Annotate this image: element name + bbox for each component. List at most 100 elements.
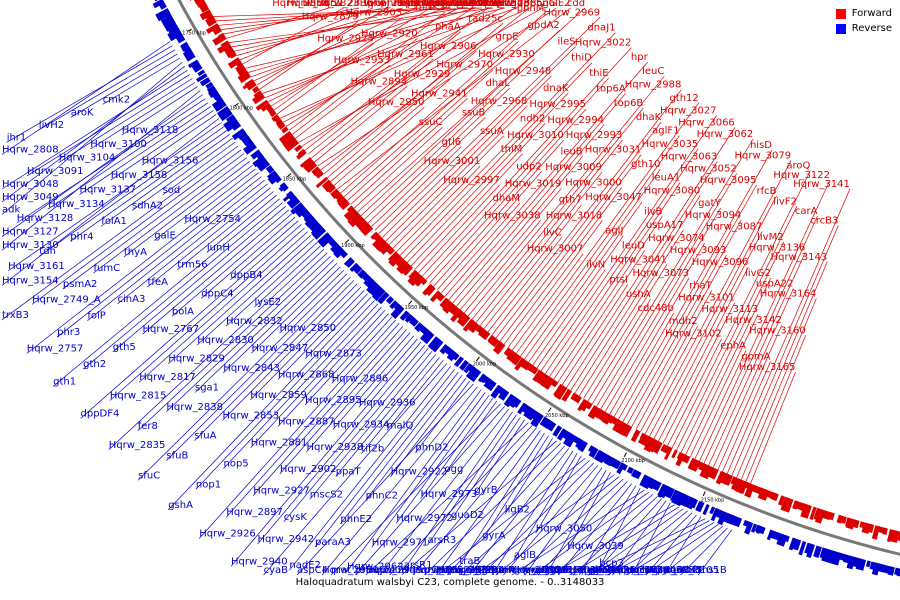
gene-label: phnJ: [368, 0, 390, 9]
gene-mark: [514, 357, 526, 371]
gene-mark: [561, 388, 572, 402]
gene-label: Hqrw_2920: [361, 28, 418, 39]
gene-label: Hqrw_2942: [258, 534, 315, 545]
leader-line: [346, 69, 494, 202]
gene-mark: [531, 411, 541, 421]
gene-mark: [321, 179, 335, 193]
leader-line: [228, 7, 494, 43]
gene-mark: [543, 376, 553, 387]
leader-line: [598, 487, 641, 569]
gene-mark: [626, 466, 634, 475]
gene-mark: [155, 8, 171, 22]
leader-line: [1, 145, 239, 321]
leader-line: [640, 325, 698, 432]
leader-line: [622, 184, 757, 423]
gene-mark: [699, 463, 713, 480]
gene-mark: [695, 500, 705, 513]
leader-line: [110, 110, 214, 181]
gene-mark: [314, 169, 324, 179]
gene-label: ssuC: [419, 117, 443, 128]
leader-line: [467, 75, 665, 317]
gene-mark: [577, 440, 588, 453]
gene-label: Hqrw_2968: [471, 96, 528, 107]
gene-label: Hqrw_3164: [760, 289, 817, 300]
gene-label: Hqrw_3050: [536, 523, 593, 534]
gene-mark: [664, 446, 673, 460]
gene-label: ndh2: [520, 113, 545, 124]
gene-label: Hqrw_2905: [460, 0, 517, 9]
gene-mark: [278, 183, 288, 192]
gene-label: ssuA: [480, 126, 504, 137]
gene-mark: [197, 69, 206, 77]
gene-label: Hqrw_2868: [278, 370, 335, 381]
gene-mark: [297, 148, 306, 156]
leader-line: [296, 383, 474, 576]
leader-line: [332, 335, 415, 430]
leader-line: [631, 502, 671, 576]
gene-mark: [778, 495, 785, 506]
leader-line: [421, 47, 632, 277]
leader-line: [569, 506, 680, 576]
leader-line: [680, 242, 784, 453]
leader-line: [460, 188, 562, 310]
gene-mark: [804, 542, 813, 555]
leader-line: [513, 453, 578, 561]
gene-label: thiM: [501, 144, 523, 155]
gene-label: Hqrw_3073: [632, 268, 689, 279]
gene-label: glnP: [550, 565, 572, 576]
leader-line: [399, 32, 616, 256]
gene-label: rad25c: [468, 13, 503, 24]
gene-mark: [286, 195, 301, 209]
leader-line: [532, 235, 624, 366]
leader-line: [340, 371, 459, 525]
gene-label: Hqrw_2749_A: [32, 294, 101, 305]
gene-mark: [311, 166, 322, 176]
gene-mark: [302, 159, 316, 171]
gene-label: Hqrw_3035: [642, 139, 699, 150]
leader-line: [226, 322, 400, 518]
gene-label: glnH: [589, 565, 612, 576]
gene-label: sga1: [195, 383, 219, 394]
leader-line: [474, 474, 615, 576]
leader-line: [242, 7, 344, 65]
gene-label: galE3: [460, 565, 488, 576]
gene-label: Hqrw_3122: [773, 170, 830, 181]
leader-line: [553, 216, 663, 380]
leader-line: [566, 472, 611, 552]
figure-caption: Haloquadratum walsbyi C23, complete geno…: [295, 577, 605, 588]
leader-line: [645, 514, 697, 576]
gene-label: Hqrw_2767: [143, 324, 200, 335]
leader-line: [340, 12, 545, 194]
leader-line: [436, 171, 542, 291]
gene-label: sdhA2: [132, 201, 163, 212]
gene-label: leuD: [622, 240, 645, 251]
gene-mark: [575, 438, 583, 449]
gene-label: cdd: [567, 0, 585, 9]
gene-label: Hqrw_2991: [447, 565, 504, 576]
gene-label: mdh2: [669, 316, 698, 327]
gene-label: livH2: [39, 120, 64, 131]
leader-line: [613, 312, 675, 417]
gene-mark: [487, 334, 496, 344]
leader-line: [731, 225, 839, 476]
leader-line: [31, 149, 242, 305]
leader-line: [425, 77, 609, 281]
gene-label: Hqrw_3105: [663, 565, 720, 576]
gene-mark: [282, 136, 299, 152]
ruler-tick: [408, 300, 413, 305]
gene-mark: [542, 417, 551, 426]
gene-label: Hqrw_2903: [345, 8, 402, 19]
leader-line: [1, 94, 204, 237]
gene-label: Hqrw_2836: [316, 0, 373, 9]
gene-label: Hqrw_3028: [512, 565, 569, 576]
gene-label: Hqrw_2817: [139, 372, 196, 383]
leader-line: [694, 350, 747, 460]
gene-mark: [723, 512, 735, 525]
gene-label: phnG: [530, 0, 557, 9]
gene-label: Hqrw_3019: [505, 178, 562, 189]
gene-mark: [267, 172, 281, 185]
leader-line: [257, 344, 425, 545]
gene-label: gyrA: [482, 531, 505, 542]
leader-line: [437, 457, 586, 576]
leader-line: [549, 182, 681, 377]
